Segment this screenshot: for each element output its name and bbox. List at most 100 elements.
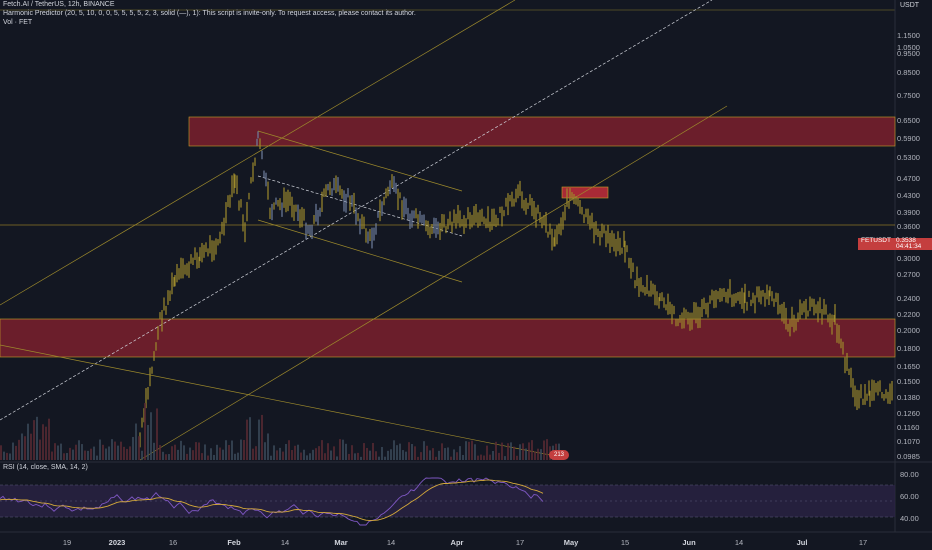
dashed-median-line[interactable]	[0, 0, 713, 421]
volume-bar	[240, 439, 242, 460]
wedge-top-line[interactable]	[257, 130, 463, 192]
volume-bar	[150, 412, 152, 460]
volume-bar	[411, 444, 413, 460]
volume-bar	[246, 419, 248, 460]
volume-bar	[432, 448, 434, 460]
volume-bar	[183, 445, 185, 460]
volume-bar	[465, 441, 467, 460]
time-tick-label: 17	[858, 538, 868, 547]
volume-bar	[204, 444, 206, 460]
volume-bar	[375, 451, 377, 460]
price-tick-label: 0.3000	[897, 254, 920, 263]
time-tick-label: 14	[734, 538, 744, 547]
volume-bar	[213, 454, 215, 460]
rsi-tick-label: 60.00	[900, 492, 919, 501]
price-tick-label: 0.4300	[897, 191, 920, 200]
price-tick-label: 0.1070	[897, 437, 920, 446]
rsi-sma-line	[0, 479, 544, 521]
volume-bar	[177, 449, 179, 460]
volume-bar	[396, 445, 398, 460]
price-tick-label: 0.1500	[897, 377, 920, 386]
volume-bar	[75, 444, 77, 460]
volume-bar	[399, 443, 401, 460]
rsi-legend[interactable]: RSI (14, close, SMA, 14, 2)	[3, 464, 88, 471]
volume-bar	[264, 442, 266, 460]
volume-bar	[57, 445, 59, 460]
volume-bar	[372, 442, 374, 460]
indicator-legend[interactable]: Harmonic Predictor (20, 5, 10, 0, 0, 5, …	[3, 10, 416, 17]
volume-bar	[252, 448, 254, 460]
volume-bar	[6, 452, 8, 460]
volume-bar	[180, 440, 182, 460]
time-tick-label: 14	[386, 538, 396, 547]
time-tick-label: Jul	[796, 538, 808, 547]
channel-upper-line[interactable]	[0, 0, 516, 306]
volume-bar	[303, 449, 305, 460]
volume-bar	[9, 453, 11, 460]
time-tick-label: Jun	[682, 538, 696, 547]
volume-bar	[105, 448, 107, 460]
descending-line[interactable]	[0, 344, 561, 458]
volume-bar	[474, 444, 476, 460]
volume-bar	[381, 447, 383, 460]
volume-bar	[30, 433, 32, 460]
time-tick-label: 2023	[108, 538, 126, 547]
volume-bar	[174, 444, 176, 460]
volume-bar	[450, 456, 452, 460]
small-target-zone[interactable]	[561, 186, 609, 199]
volume-bar	[456, 452, 458, 460]
upper-resistance-zone[interactable]	[188, 116, 896, 147]
volume-bar	[201, 453, 203, 460]
currency-label: USDT	[900, 2, 920, 9]
volume-bar	[81, 444, 83, 460]
volume-bar	[483, 455, 485, 460]
volume-bar	[378, 456, 380, 460]
volume-bar	[441, 443, 443, 460]
volume-bar	[18, 439, 20, 460]
volume-bar	[168, 454, 170, 460]
volume-bar	[48, 418, 50, 460]
volume-bar	[33, 420, 35, 460]
volume-bar	[402, 450, 404, 460]
symbol-title[interactable]: Fetch.AI / TetherUS, 12h, BINANCE	[3, 1, 115, 8]
volume-bar	[249, 417, 251, 460]
lower-support-zone[interactable]	[0, 318, 896, 358]
volume-bar	[312, 449, 314, 460]
volume-bar	[348, 453, 350, 460]
wedge-bottom-line[interactable]	[257, 219, 463, 283]
time-tick-label: May	[563, 538, 579, 547]
volume-bar	[369, 450, 371, 460]
volume-bar	[486, 445, 488, 460]
volume-bar	[447, 447, 449, 460]
price-tick-label: 0.2400	[897, 294, 920, 303]
price-tick-label: 0.2200	[897, 310, 920, 319]
volume-bar	[363, 443, 365, 460]
volume-bar	[429, 450, 431, 460]
volume-bar	[27, 423, 29, 460]
volume-bar	[417, 456, 419, 460]
price-tick-label: 0.3900	[897, 208, 920, 217]
channel-lower-line[interactable]	[139, 105, 728, 461]
volume-bar	[510, 442, 512, 460]
volume-bar	[462, 454, 464, 460]
volume-bar	[336, 456, 338, 460]
volume-bars	[0, 403, 560, 460]
price-tick-label: 0.1800	[897, 344, 920, 353]
volume-bar	[519, 444, 521, 460]
volume-bar	[255, 446, 257, 460]
price-tick-label: 0.7500	[897, 91, 920, 100]
current-price-value: 0.3538 04:41:34	[896, 237, 921, 250]
price-tick-label: 0.4700	[897, 174, 920, 183]
volume-bar	[315, 448, 317, 460]
price-tick-label: 1.1500	[897, 31, 920, 40]
volume-bar	[147, 424, 149, 460]
volume-bar	[99, 439, 101, 460]
price-tick-label: 0.6500	[897, 116, 920, 125]
volume-bar	[261, 414, 263, 460]
current-price: 0.3538	[896, 237, 916, 244]
volume-bar	[393, 440, 395, 460]
volume-bar	[279, 447, 281, 460]
volume-bar	[543, 440, 545, 460]
volume-legend[interactable]: Vol · FET	[3, 19, 33, 26]
